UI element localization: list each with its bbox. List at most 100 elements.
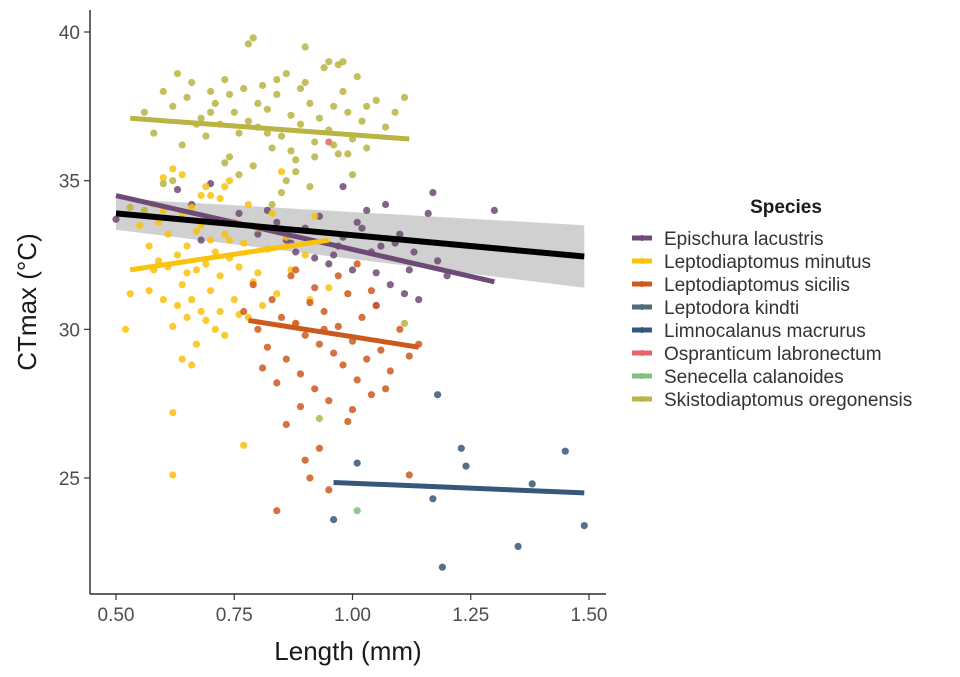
point-skistodiaptomus-oregonensis-48 bbox=[244, 40, 252, 48]
legend: Species Epischura lacustrisLeptodiaptomu… bbox=[632, 197, 912, 411]
point-epischura-lacustris-30 bbox=[197, 236, 205, 244]
point-limnocalanus-macrurus-3 bbox=[434, 391, 442, 399]
point-epischura-lacustris-33 bbox=[330, 251, 338, 259]
point-leptodiaptomus-sicilis-18 bbox=[334, 322, 342, 330]
point-leptodiaptomus-sicilis-20 bbox=[344, 290, 352, 298]
point-skistodiaptomus-oregonensis-17 bbox=[240, 84, 248, 93]
point-leptodiaptomus-minutus-48 bbox=[169, 409, 177, 417]
point-epischura-lacustris-9 bbox=[292, 248, 300, 256]
point-skistodiaptomus-oregonensis-43 bbox=[363, 144, 371, 152]
point-leptodiaptomus-sicilis-25 bbox=[367, 391, 375, 399]
point-skistodiaptomus-oregonensis-0 bbox=[140, 108, 148, 116]
point-leptodiaptomus-sicilis-3 bbox=[263, 343, 271, 351]
point-skistodiaptomus-oregonensis-34 bbox=[320, 64, 328, 72]
point-skistodiaptomus-oregonensis-50 bbox=[301, 43, 309, 51]
point-skistodiaptomus-oregonensis-9 bbox=[202, 132, 210, 140]
point-leptodiaptomus-minutus-76 bbox=[277, 168, 286, 176]
point-leptodiaptomus-minutus-8 bbox=[169, 322, 177, 330]
point-leptodiaptomus-minutus-61 bbox=[216, 307, 224, 316]
point-leptodiaptomus-minutus-11 bbox=[178, 281, 186, 289]
point-skistodiaptomus-oregonensis-59 bbox=[126, 203, 134, 211]
point-leptodiaptomus-minutus-32 bbox=[225, 177, 234, 185]
point-leptodiaptomus-sicilis-4 bbox=[268, 296, 276, 304]
point-leptodiaptomus-minutus-16 bbox=[188, 296, 196, 304]
point-leptodiaptomus-minutus-69 bbox=[145, 287, 153, 295]
legend-key-dot-senecella-calanoides bbox=[639, 373, 645, 379]
point-senecella-calanoides-0 bbox=[353, 507, 361, 515]
point-skistodiaptomus-oregonensis-46 bbox=[391, 108, 399, 116]
point-limnocalanus-macrurus-7 bbox=[514, 542, 522, 551]
point-skistodiaptomus-oregonensis-44 bbox=[372, 96, 380, 104]
point-epischura-lacustris-12 bbox=[325, 260, 333, 268]
point-leptodiaptomus-minutus-14 bbox=[183, 242, 191, 250]
point-leptodiaptomus-sicilis-45 bbox=[259, 364, 267, 372]
point-leptodiaptomus-minutus-27 bbox=[216, 194, 224, 203]
point-skistodiaptomus-oregonensis-29 bbox=[296, 120, 305, 128]
point-leptodiaptomus-sicilis-29 bbox=[396, 325, 404, 333]
point-leptodiaptomus-minutus-9 bbox=[169, 165, 177, 173]
point-leptodiaptomus-sicilis-5 bbox=[273, 379, 281, 387]
legend-key-dot-skistodiaptomus-oregonensis bbox=[639, 396, 645, 402]
point-leptodiaptomus-minutus-59 bbox=[202, 316, 210, 324]
point-limnocalanus-macrurus-8 bbox=[528, 480, 536, 488]
point-skistodiaptomus-oregonensis-5 bbox=[178, 141, 186, 149]
point-leptodiaptomus-minutus-21 bbox=[202, 260, 210, 268]
point-leptodiaptomus-sicilis-22 bbox=[353, 376, 361, 384]
y-tick-label: 25 bbox=[59, 469, 80, 490]
point-leptodiaptomus-minutus-56 bbox=[173, 301, 182, 310]
point-leptodiaptomus-sicilis-39 bbox=[311, 284, 319, 292]
point-skistodiaptomus-oregonensis-77 bbox=[254, 99, 262, 107]
point-epischura-lacustris-0 bbox=[112, 215, 120, 223]
fit-line-leptodiaptomus-minutus bbox=[129, 237, 330, 273]
point-leptodiaptomus-minutus-26 bbox=[211, 248, 219, 256]
point-skistodiaptomus-oregonensis-18 bbox=[244, 117, 252, 125]
fit-line-skistodiaptomus-oregonensis bbox=[130, 115, 410, 142]
point-leptodiaptomus-sicilis-41 bbox=[296, 403, 305, 411]
point-leptodiaptomus-sicilis-19 bbox=[339, 361, 347, 369]
point-skistodiaptomus-oregonensis-14 bbox=[225, 153, 234, 161]
point-skistodiaptomus-oregonensis-45 bbox=[382, 123, 390, 131]
point-leptodiaptomus-sicilis-37 bbox=[405, 471, 413, 479]
point-leptodiaptomus-sicilis-48 bbox=[344, 417, 352, 426]
legend-label-ospranticum-labronectum: Ospranticum labronectum bbox=[664, 344, 882, 365]
point-limnocalanus-macrurus-5 bbox=[457, 444, 465, 452]
point-limnocalanus-macrurus-6 bbox=[462, 462, 470, 470]
point-skistodiaptomus-oregonensis-10 bbox=[207, 87, 215, 96]
legend-key-dot-epischura-lacustris bbox=[639, 235, 645, 241]
point-epischura-lacustris-27 bbox=[339, 183, 347, 191]
point-epischura-lacustris-1 bbox=[173, 186, 182, 194]
point-leptodiaptomus-minutus-18 bbox=[192, 340, 200, 348]
legend-key-dot-ospranticum-labronectum bbox=[639, 350, 645, 356]
fit-lines-layer bbox=[115, 115, 585, 496]
point-leptodiaptomus-minutus-58 bbox=[192, 227, 200, 235]
point-limnocalanus-macrurus-1 bbox=[353, 459, 361, 467]
point-epischura-lacustris-5 bbox=[235, 209, 243, 217]
point-leptodiaptomus-sicilis-24 bbox=[363, 355, 371, 363]
point-epischura-lacustris-6 bbox=[254, 230, 262, 238]
point-skistodiaptomus-oregonensis-56 bbox=[292, 168, 300, 176]
point-leptodiaptomus-sicilis-28 bbox=[386, 367, 394, 375]
point-leptodiaptomus-minutus-36 bbox=[240, 239, 248, 247]
point-skistodiaptomus-oregonensis-53 bbox=[339, 58, 347, 66]
legend-label-skistodiaptomus-oregonensis: Skistodiaptomus oregonensis bbox=[664, 390, 912, 411]
overall-fit-line bbox=[115, 210, 585, 260]
point-skistodiaptomus-oregonensis-71 bbox=[311, 153, 319, 161]
point-leptodiaptomus-sicilis-16 bbox=[325, 397, 333, 405]
point-skistodiaptomus-oregonensis-41 bbox=[353, 73, 361, 81]
point-skistodiaptomus-oregonensis-36 bbox=[330, 102, 338, 110]
point-leptodiaptomus-minutus-29 bbox=[221, 230, 229, 238]
point-leptodiaptomus-sicilis-26 bbox=[372, 301, 380, 310]
point-skistodiaptomus-oregonensis-26 bbox=[282, 70, 290, 78]
point-limnocalanus-macrurus-2 bbox=[429, 495, 437, 503]
point-skistodiaptomus-oregonensis-78 bbox=[273, 76, 281, 84]
point-skistodiaptomus-oregonensis-28 bbox=[292, 156, 300, 164]
y-tick-label: 35 bbox=[59, 172, 80, 193]
point-leptodiaptomus-minutus-50 bbox=[240, 441, 248, 449]
point-leptodiaptomus-sicilis-14 bbox=[315, 340, 323, 348]
point-skistodiaptomus-oregonensis-68 bbox=[221, 159, 229, 167]
point-skistodiaptomus-oregonensis-3 bbox=[169, 102, 177, 110]
point-skistodiaptomus-oregonensis-49 bbox=[249, 34, 257, 42]
point-leptodiaptomus-minutus-5 bbox=[159, 296, 167, 304]
point-leptodiaptomus-minutus-65 bbox=[254, 269, 262, 277]
